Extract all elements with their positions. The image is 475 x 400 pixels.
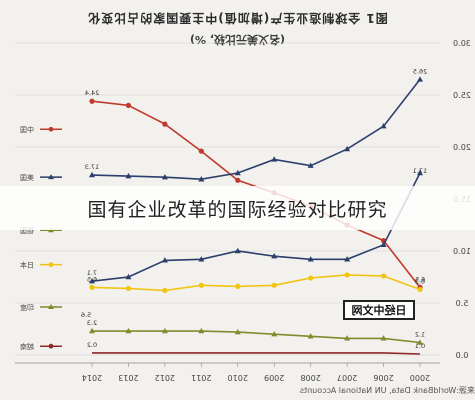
data-point bbox=[307, 162, 314, 168]
x-tick-label: 2009 bbox=[264, 373, 284, 382]
y-tick-label: 25.0 bbox=[453, 91, 471, 100]
data-point bbox=[271, 282, 277, 288]
data-point bbox=[198, 148, 204, 154]
x-tick-label: 2012 bbox=[155, 373, 175, 382]
data-label: 1.2 bbox=[415, 331, 425, 339]
legend-label: 日本 bbox=[20, 261, 34, 270]
data-point bbox=[344, 335, 351, 341]
data-point bbox=[307, 256, 314, 262]
data-point bbox=[271, 156, 278, 162]
legend-marker bbox=[48, 126, 54, 132]
data-label: 0.2 bbox=[87, 341, 97, 349]
x-tick-label: 2011 bbox=[191, 373, 211, 382]
data-point bbox=[125, 102, 132, 108]
legend-label: 美国 bbox=[20, 173, 34, 182]
data-point bbox=[198, 256, 205, 262]
data-point bbox=[125, 285, 132, 292]
data-point bbox=[198, 327, 205, 334]
legend-label: 越南 bbox=[20, 342, 34, 351]
data-point bbox=[417, 286, 423, 293]
data-label: 26.5 bbox=[413, 67, 427, 75]
series-line-5 bbox=[92, 352, 421, 355]
data-label: 6.5 bbox=[87, 275, 97, 283]
data-point bbox=[380, 335, 387, 341]
y-tick-label: 10.0 bbox=[453, 247, 471, 256]
x-tick-label: 2010 bbox=[228, 373, 248, 382]
x-tick-label: 2014 bbox=[82, 373, 102, 382]
legend-marker bbox=[48, 174, 54, 180]
data-label: 5.6 bbox=[81, 311, 91, 319]
data-point bbox=[89, 277, 95, 284]
data-label: 2.3 bbox=[87, 319, 97, 327]
data-point bbox=[344, 256, 351, 262]
series-line-1 bbox=[91, 78, 421, 181]
caption-text: 国有企业改革的国际经验对比研究 bbox=[87, 198, 388, 221]
data-point bbox=[380, 123, 387, 129]
legend-marker bbox=[48, 343, 54, 349]
data-point bbox=[417, 339, 423, 345]
data-point bbox=[125, 327, 132, 334]
series-line-3 bbox=[91, 274, 421, 292]
data-point bbox=[89, 327, 95, 334]
x-axis-ticks: 2014 2013 2012 2011 2010 2009 2008 2007 2006 2000 bbox=[82, 363, 430, 382]
data-point bbox=[307, 333, 314, 339]
x-tick-label: 2013 bbox=[118, 373, 138, 382]
legend-label: 印度 bbox=[20, 303, 34, 312]
data-point bbox=[234, 169, 241, 176]
y-tick-label: 0.0 bbox=[456, 351, 469, 360]
data-point bbox=[271, 253, 278, 259]
data-point bbox=[417, 169, 423, 176]
data-point bbox=[234, 328, 241, 335]
y-tick-label: 20.0 bbox=[453, 143, 471, 152]
x-tick-label: 2006 bbox=[373, 373, 393, 382]
series-line-4 bbox=[92, 330, 421, 344]
data-point bbox=[198, 176, 205, 182]
watermark-stamp: 日经中文网 bbox=[343, 300, 415, 320]
data-label: 6.5 bbox=[415, 275, 425, 283]
data-point bbox=[125, 273, 132, 280]
y-tick-label: 5.0 bbox=[456, 299, 469, 308]
legend-marker bbox=[48, 262, 54, 268]
legend-label: 中国 bbox=[20, 125, 34, 134]
x-tick-label: 2007 bbox=[337, 373, 357, 382]
y-tick-label: 30.0 bbox=[453, 39, 471, 48]
data-point bbox=[89, 171, 95, 178]
data-point bbox=[417, 76, 423, 82]
data-point bbox=[308, 275, 314, 281]
data-point bbox=[344, 272, 350, 278]
data-point bbox=[89, 284, 95, 290]
data-label: 17.3 bbox=[85, 163, 99, 171]
data-point bbox=[234, 247, 241, 254]
data-label: 24.4 bbox=[85, 89, 99, 97]
data-point bbox=[162, 287, 168, 294]
data-point bbox=[161, 173, 168, 180]
data-point bbox=[271, 331, 278, 337]
data-point bbox=[161, 327, 168, 334]
data-point bbox=[198, 282, 204, 288]
data-point bbox=[344, 145, 351, 152]
legend-marker bbox=[48, 304, 54, 309]
source-note: 来源:WorldBank Data, UN National Accounts bbox=[299, 386, 475, 395]
data-point bbox=[125, 172, 132, 179]
data-point bbox=[89, 98, 95, 104]
data-point bbox=[380, 241, 387, 247]
data-label: 0.1 bbox=[415, 342, 425, 350]
caption-banner: 国有企业改革的国际经验对比研究 bbox=[0, 186, 475, 230]
data-point bbox=[235, 283, 241, 289]
data-label: 6.3 bbox=[415, 277, 425, 285]
data-point bbox=[161, 257, 168, 263]
legend-label: 德国 bbox=[20, 226, 34, 235]
data-point bbox=[162, 121, 168, 127]
x-tick-label: 2008 bbox=[300, 373, 320, 382]
data-point bbox=[235, 177, 241, 183]
series-line-2 bbox=[91, 172, 421, 282]
data-label: 7.1 bbox=[87, 269, 97, 277]
x-tick-label: 2000 bbox=[410, 373, 430, 382]
data-point bbox=[380, 273, 387, 279]
